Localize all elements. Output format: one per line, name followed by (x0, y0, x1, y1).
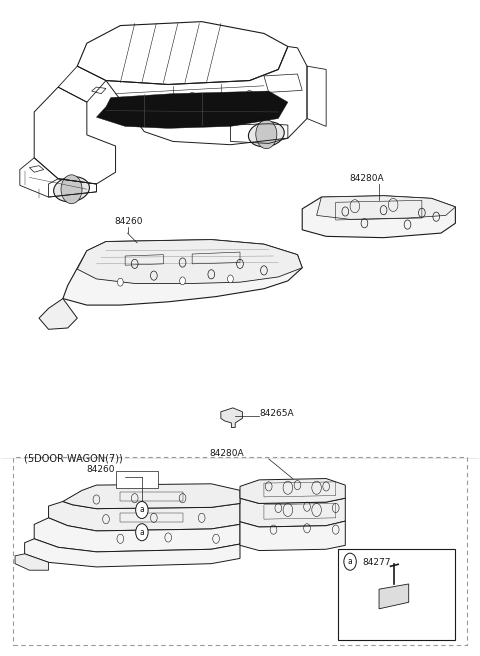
Polygon shape (221, 408, 242, 428)
Text: a: a (140, 527, 144, 537)
Circle shape (256, 120, 277, 149)
Polygon shape (317, 195, 456, 219)
Polygon shape (34, 518, 240, 552)
Bar (116, 472, 157, 488)
Circle shape (228, 275, 233, 283)
Polygon shape (240, 479, 345, 503)
Polygon shape (240, 521, 345, 550)
Polygon shape (48, 501, 240, 531)
Circle shape (61, 174, 82, 203)
Circle shape (118, 278, 123, 286)
Polygon shape (15, 554, 48, 570)
Text: a: a (140, 506, 144, 514)
Polygon shape (77, 239, 302, 283)
Polygon shape (24, 539, 240, 567)
Text: (5DOOR WAGON(7)): (5DOOR WAGON(7)) (24, 453, 122, 464)
Text: 84280A: 84280A (349, 174, 384, 182)
Ellipse shape (54, 176, 89, 202)
Polygon shape (39, 298, 77, 329)
Polygon shape (379, 584, 408, 609)
Text: 84260: 84260 (86, 465, 114, 474)
Bar (12, 457, 468, 646)
Polygon shape (240, 498, 345, 527)
Text: 84260: 84260 (115, 217, 143, 226)
Text: 84280A: 84280A (209, 449, 243, 458)
Circle shape (136, 523, 148, 541)
Polygon shape (96, 91, 288, 129)
Bar (338, 548, 456, 640)
Ellipse shape (249, 121, 284, 147)
Polygon shape (63, 483, 240, 508)
Text: a: a (348, 557, 352, 566)
Text: 84277: 84277 (362, 558, 391, 567)
Text: 84265A: 84265A (259, 409, 294, 419)
Polygon shape (63, 239, 302, 305)
Polygon shape (302, 195, 456, 237)
Circle shape (344, 553, 356, 570)
Circle shape (180, 277, 185, 285)
Circle shape (136, 501, 148, 518)
